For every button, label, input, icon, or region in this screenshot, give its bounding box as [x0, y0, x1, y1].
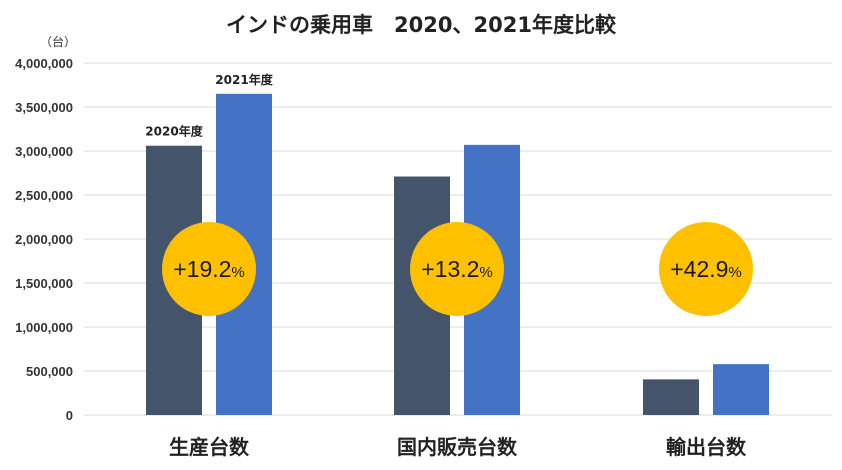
- y-axis-unit-label: （台）: [40, 34, 76, 49]
- category-label: 輸出台数: [666, 435, 747, 459]
- bar-series2: [713, 364, 769, 415]
- y-tick-label: 3,000,000: [15, 144, 73, 159]
- y-tick-label: 2,500,000: [15, 188, 73, 203]
- category-label: 生産台数: [169, 435, 250, 459]
- y-tick-label: 2,000,000: [15, 232, 73, 247]
- change-label: +19.2%: [173, 256, 245, 282]
- series-label: 2020年度: [145, 124, 203, 139]
- change-circle: [162, 222, 256, 316]
- change-circle: [410, 222, 504, 316]
- change-annotations: +19.2% +13.2% +42.9%: [162, 222, 753, 316]
- y-tick-label: 500,000: [26, 364, 73, 379]
- y-axis-tick-labels: 0 500,000 1,000,000 1,500,000 2,000,000 2,500…: [15, 56, 73, 423]
- chart-title: インドの乗用車 2020、2021年度比較: [226, 13, 617, 37]
- change-circle: [659, 222, 753, 316]
- change-label: +42.9%: [670, 256, 742, 282]
- category-label: 国内販売台数: [397, 435, 518, 459]
- series-labels: 2020年度 2021年度: [145, 72, 273, 139]
- change-label: +13.2%: [421, 256, 493, 282]
- y-tick-label: 1,500,000: [15, 276, 73, 291]
- bar-series1: [643, 379, 699, 415]
- y-tick-label: 1,000,000: [15, 320, 73, 335]
- y-tick-label: 0: [66, 408, 73, 423]
- category-labels: 生産台数 国内販売台数 輸出台数: [169, 435, 747, 459]
- y-tick-label: 4,000,000: [15, 56, 73, 71]
- series-label: 2021年度: [215, 72, 273, 87]
- y-tick-label: 3,500,000: [15, 100, 73, 115]
